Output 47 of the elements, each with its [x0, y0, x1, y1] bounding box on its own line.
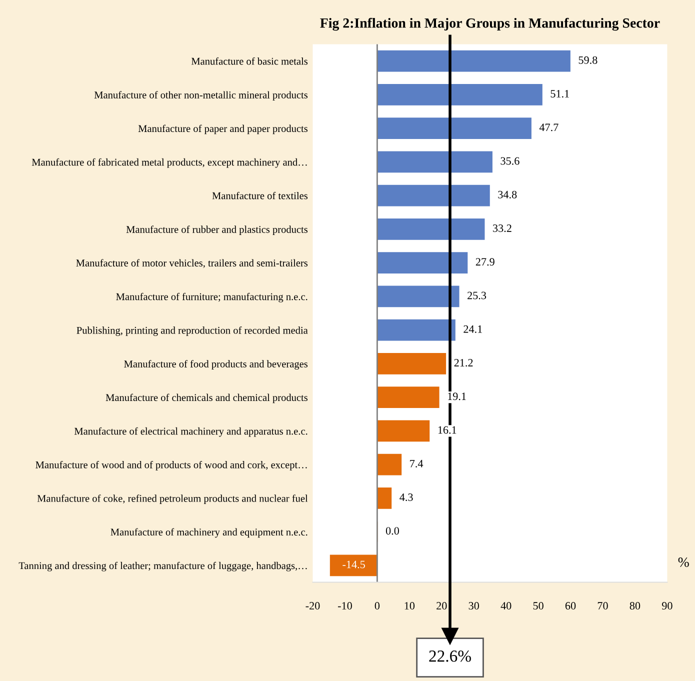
data-label: -14.5	[342, 560, 365, 568]
x-tick-label: 80	[630, 602, 640, 610]
data-label: 47.7	[539, 124, 558, 132]
data-label: 27.9	[476, 258, 494, 266]
y-tick-label: Manufacture of other non-metallic mineral products	[94, 91, 308, 101]
y-tick-label: Manufacture of textiles	[212, 192, 308, 200]
y-tick-label: Manufacture of fabricated metal products, except machinery and…	[32, 158, 307, 168]
data-label: 21.2	[454, 359, 473, 367]
y-tick-label: Manufacture of electrical machinery and apparatus n.e.c.	[74, 427, 308, 437]
y-tick-label: Manufacture of wood and of products of wood and cork, except…	[36, 460, 307, 470]
x-tick-label: 90	[662, 602, 672, 610]
x-tick-label: -20	[306, 602, 320, 610]
x-tick-label: -10	[338, 602, 352, 610]
y-tick-label: Manufacture of paper and paper products	[138, 124, 308, 134]
x-tick-label: 60	[565, 602, 576, 610]
data-label: 51.1	[550, 90, 569, 98]
y-tick-label: Manufacture of chemicals and chemical products	[106, 394, 308, 404]
chart-title: Fig 2:Inflation in Major Groups in Manufacturing Sector	[320, 18, 660, 31]
x-tick-label: 70	[598, 602, 608, 610]
data-label: 7.4	[410, 460, 424, 468]
x-tick-label: 50	[533, 602, 544, 610]
data-label: 34.8	[498, 190, 517, 198]
data-label: 16.1	[438, 426, 456, 434]
x-axis-title: %	[678, 558, 689, 567]
x-tick-label: 40	[500, 602, 512, 610]
data-label: 25.3	[468, 292, 486, 300]
x-tick-label: 0	[374, 602, 380, 610]
data-label: 35.6	[500, 157, 520, 165]
y-tick-label: Manufacture of basic metals	[191, 57, 308, 65]
y-tick-label: Tanning and dressing of leather; manufacture of luggage, handbags,…	[18, 562, 307, 572]
data-label: 59.8	[578, 56, 598, 64]
x-tick-label: 30	[468, 602, 479, 610]
data-label: 33.2	[493, 224, 512, 232]
y-tick-label: Manufacture of coke, refined petroleum products and nuclear fuel	[37, 494, 308, 504]
y-tick-label: Manufacture of food products and beverages	[124, 360, 308, 370]
data-label: 4.3	[400, 494, 413, 502]
y-tick-label: Manufacture of furniture; manufacturing n.e.c.	[116, 292, 308, 302]
x-tick-label: 20	[436, 602, 447, 610]
data-label: 24.1	[464, 325, 482, 333]
y-tick-label: Manufacture of machinery and equipment n.e.c.	[110, 528, 308, 538]
data-label: 19.1	[448, 392, 466, 400]
y-tick-label: Manufacture of rubber and plastics products	[126, 226, 308, 236]
y-tick-label: Publishing, printing and reproduction of recorded media	[76, 326, 308, 336]
x-tick-label: 10	[404, 602, 415, 610]
data-label: 0.0	[386, 527, 399, 535]
y-tick-label: Manufacture of motor vehicles, trailers and semi-trailers	[76, 259, 308, 268]
ref-line-label: 22.6%	[429, 650, 471, 662]
